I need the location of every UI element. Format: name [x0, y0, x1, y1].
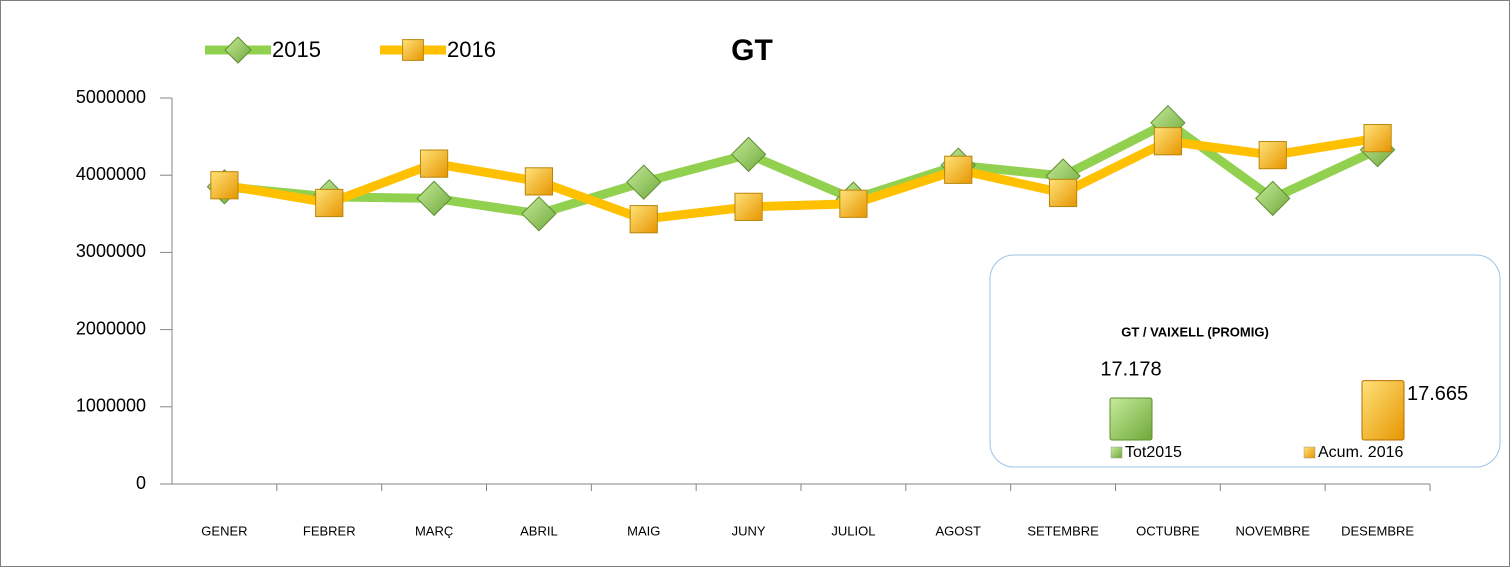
data-label: 17.178	[1100, 358, 1161, 380]
bar	[1109, 397, 1153, 441]
x-tick-label: GENER	[201, 523, 247, 538]
marker	[524, 167, 554, 196]
y-tick-label: 1000000	[76, 396, 146, 416]
y-tick-label: 2000000	[76, 318, 146, 338]
x-tick-label: NOVEMBRE	[1236, 523, 1311, 538]
marker	[1255, 180, 1291, 217]
inset-title: GT / VAIXELL (PROMIG)	[1121, 324, 1269, 339]
marker	[734, 192, 763, 221]
y-tick-label: 4000000	[76, 164, 146, 184]
chart-title: GT	[731, 34, 773, 67]
marker	[315, 188, 344, 218]
x-tick-label: JUNY	[732, 523, 766, 538]
marker	[419, 149, 449, 178]
legend-label: 2016	[447, 37, 496, 62]
legend-label: Tot2015	[1125, 444, 1182, 461]
marker	[944, 155, 973, 184]
marker	[402, 39, 424, 61]
marker	[521, 196, 557, 232]
legend-swatch	[1110, 446, 1123, 459]
x-tick-label: FEBRER	[303, 523, 356, 538]
marker	[629, 205, 658, 234]
legend-swatch	[1303, 446, 1316, 459]
marker	[626, 164, 662, 200]
y-tick-label: 3000000	[76, 241, 146, 261]
x-tick-label: JULIOL	[831, 523, 875, 538]
marker	[1363, 124, 1392, 153]
marker	[224, 36, 252, 64]
marker	[416, 180, 452, 217]
y-tick-label: 0	[136, 473, 146, 493]
series-line	[223, 118, 1380, 219]
marker	[210, 171, 239, 200]
series-line	[223, 133, 1379, 224]
x-tick-label: AGOST	[935, 523, 981, 538]
x-tick-label: DESEMBRE	[1341, 523, 1414, 538]
y-tick-label: 5000000	[76, 87, 146, 107]
marker	[1258, 141, 1287, 170]
marker	[730, 136, 767, 173]
inset-box	[989, 254, 1501, 468]
data-label: 17.665	[1407, 383, 1468, 405]
legend-label: Acum. 2016	[1318, 444, 1403, 461]
legend-label: 2015	[272, 37, 321, 62]
x-tick-label: SETEMBRE	[1027, 523, 1099, 538]
x-tick-label: OCTUBRE	[1136, 523, 1200, 538]
marker	[1153, 127, 1183, 156]
marker	[839, 189, 868, 218]
marker	[1048, 178, 1078, 208]
x-tick-label: ABRIL	[520, 523, 558, 538]
x-tick-label: MAIG	[627, 523, 660, 538]
bar	[1361, 380, 1405, 441]
x-tick-label: MARÇ	[415, 523, 453, 538]
